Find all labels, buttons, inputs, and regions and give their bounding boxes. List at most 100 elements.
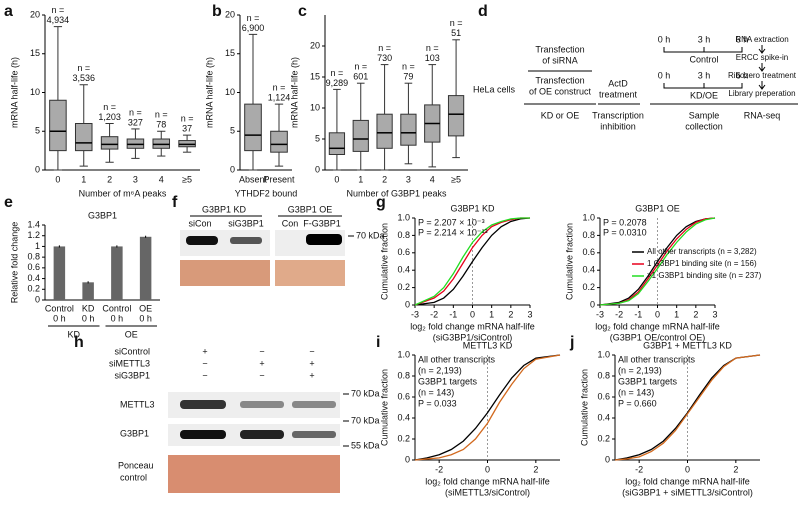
label: 0 h	[658, 34, 671, 44]
y-tick-label: 15	[310, 71, 320, 81]
y-axis-label: Cumulative fraction	[379, 369, 389, 446]
label: Ribozero treatment	[728, 71, 797, 80]
y-tick-label: 20	[310, 40, 320, 50]
group-label: OE	[125, 329, 138, 339]
x-tick-label: 4	[159, 174, 164, 184]
timeline	[663, 83, 743, 89]
box	[270, 130, 288, 153]
timeline	[663, 47, 743, 53]
label: Sample	[689, 110, 720, 120]
legend-text: All other transcripts (n = 3,282)	[647, 247, 757, 256]
label: G3BP1 KD	[202, 204, 247, 214]
legend-text: P = 0.033	[418, 398, 457, 408]
y-tick-label: 15	[225, 48, 235, 58]
band	[240, 430, 284, 439]
band	[292, 431, 336, 438]
annotation: 3,536	[72, 73, 95, 83]
panel-letter: j	[569, 334, 574, 351]
annotation: n =	[426, 43, 439, 53]
legend-text: 1 G3BP1 binding site (n = 156)	[647, 259, 757, 268]
panel-letter: f	[172, 194, 178, 211]
band	[306, 234, 342, 245]
box	[126, 138, 145, 149]
label: RNA-seq	[744, 110, 781, 120]
label: 6 h	[736, 34, 749, 44]
x-tick-label: 1	[81, 174, 86, 184]
y-tick-label: 1.4	[27, 219, 40, 229]
band	[186, 236, 218, 245]
ponceau	[168, 455, 340, 493]
box	[100, 136, 119, 150]
x-axis-label: YTHDF2 bound	[235, 188, 298, 198]
chart-title: G3BP1 OE	[635, 203, 680, 213]
y-axis-label: Cumulative fraction	[579, 369, 589, 446]
x-tick-label: Control	[102, 303, 131, 313]
x-tick-label: 2	[508, 309, 513, 319]
annotation: 79	[403, 72, 413, 82]
sign: −	[202, 370, 207, 380]
marker-label: 70 kDa	[356, 230, 385, 240]
western-blot-h: siControl siMETTL3 siG3BP1 + − − − + + −…	[109, 346, 380, 493]
label: G3BP1 OE	[288, 204, 333, 214]
western-blot-f: G3BP1 KD siCon siG3BP1 G3BP1 OE Con F-G3…	[180, 204, 385, 286]
band	[292, 401, 336, 408]
y-tick-label: 0.2	[27, 284, 40, 294]
legend-text: (n = 143)	[418, 387, 454, 397]
box	[328, 132, 346, 156]
box	[49, 99, 67, 152]
cdf-line	[414, 217, 530, 306]
band	[240, 401, 284, 408]
y-tick-label: 1.0	[397, 349, 410, 359]
legend-text: P = 0.660	[618, 398, 657, 408]
x-tick-label: 0	[470, 309, 475, 319]
annotation: 6,900	[242, 23, 265, 33]
y-axis-label: Cumulative fraction	[564, 223, 574, 300]
cdf-line	[599, 217, 716, 306]
y-tick-label: 0	[35, 294, 40, 304]
x-tick-sublabel: 0 h	[82, 313, 95, 323]
y-axis-label: Cumulative fraction	[379, 223, 389, 300]
annotation: n =	[155, 110, 168, 120]
x-tick-label: 2	[107, 174, 112, 184]
annotation: 1,203	[98, 112, 121, 122]
annotation: 78	[156, 120, 166, 130]
x-axis-label: (siG3BP1/siControl)	[433, 332, 513, 342]
x-axis-label: log₂ fold change mRNA half-life	[625, 476, 750, 486]
x-tick-label: Absent	[239, 174, 268, 184]
label: ERCC spike-in	[736, 53, 788, 62]
marker-label: 70 kDa	[351, 415, 380, 425]
y-tick-label: 0.2	[397, 433, 410, 443]
annotation: n =	[273, 83, 286, 93]
annotation: n =	[402, 62, 415, 72]
y-tick-label: 0.8	[597, 370, 610, 380]
label: of siRNA	[542, 55, 578, 65]
box	[244, 103, 262, 152]
label: 3 h	[698, 34, 711, 44]
blot-label: G3BP1	[120, 428, 149, 438]
cdf-line	[599, 217, 716, 306]
marker-label: 55 kDa	[351, 440, 380, 450]
label: 3 h	[698, 70, 711, 80]
annotation: n =	[77, 63, 90, 73]
x-axis-label: Number of G3BP1 peaks	[346, 188, 447, 198]
y-tick-label: 10	[225, 87, 235, 97]
legend-text: G3BP1 targets	[418, 376, 478, 386]
y-tick-label: 10	[30, 87, 40, 97]
y-tick-label: 1.2	[27, 230, 40, 240]
y-tick-label: 0.4	[597, 412, 610, 422]
annotation: 327	[128, 117, 143, 127]
y-tick-label: 1.0	[597, 349, 610, 359]
box	[152, 138, 171, 149]
chart-title: METTL3 KD	[463, 340, 513, 350]
y-tick-label: 5	[35, 126, 40, 136]
label: 6 h	[736, 70, 749, 80]
legend-text: (n = 2,193)	[418, 365, 462, 375]
row-label: siG3BP1	[114, 370, 150, 380]
y-tick-label: 0.8	[397, 230, 410, 240]
panel-letter: h	[74, 334, 84, 351]
box	[74, 123, 93, 152]
x-tick-label: ≥5	[451, 174, 461, 184]
arrows	[758, 45, 766, 90]
annotation: 601	[353, 72, 368, 82]
annotation: n =	[52, 5, 65, 15]
